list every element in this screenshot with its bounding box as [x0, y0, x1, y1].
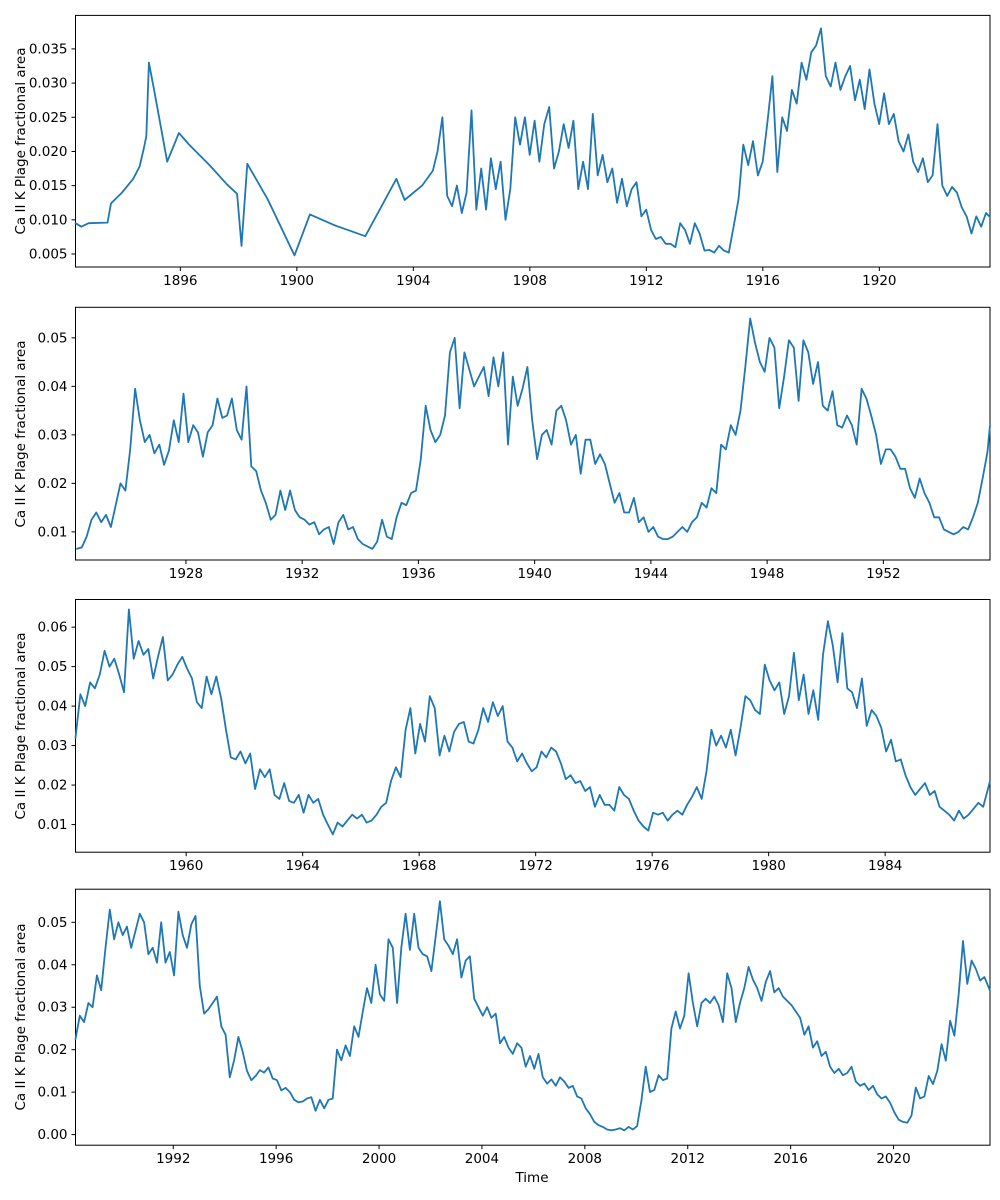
x-tick-label: 1944	[634, 566, 668, 582]
x-tick-label: 1976	[635, 858, 669, 874]
series-line-panel-1924-1955	[76, 317, 991, 550]
axes-spines-panel-1893-1923	[75, 14, 991, 268]
y-tick-label: 0.03	[37, 1000, 67, 1016]
y-tick-label: 0.04	[37, 957, 67, 973]
y-tick-label: 0.03	[37, 427, 67, 443]
series-line-panel-1956-1987	[74, 608, 991, 836]
y-tick-label: 0.02	[37, 1042, 67, 1058]
x-tick-label: 1996	[259, 1151, 293, 1167]
x-tick-label: 1964	[285, 858, 319, 874]
x-tick-label: 1900	[280, 273, 314, 289]
x-tick-label: 1984	[868, 858, 902, 874]
y-tick-label: 0.01	[37, 817, 67, 833]
x-tick-label: 2000	[362, 1151, 396, 1167]
y-tick-label: 0.03	[37, 738, 67, 754]
y-tick-label: 0.020	[29, 144, 68, 160]
y-tick-label: 0.05	[37, 659, 67, 675]
x-tick-label: 1936	[401, 566, 435, 582]
x-tick-label: 2016	[773, 1151, 807, 1167]
y-tick-label: 0.06	[37, 620, 67, 636]
y-axis-label-panel-1: Ca II K Plage fractional area	[13, 47, 29, 235]
x-tick-label: 1940	[517, 566, 551, 582]
y-tick-label: 0.05	[37, 330, 67, 346]
x-tick-label: 2012	[671, 1151, 705, 1167]
y-tick-label: 0.02	[37, 476, 67, 492]
y-tick-label: 0.015	[29, 178, 68, 194]
y-axis-label-panel-4: Ca II K Plage fractional area	[13, 923, 29, 1111]
x-tick-label: 1920	[862, 273, 896, 289]
x-axis-label: Time	[515, 1170, 549, 1186]
series-line-panel-1988-2023	[74, 900, 991, 1132]
y-tick-label: 0.01	[37, 1085, 67, 1101]
y-tick-label: 0.025	[29, 110, 68, 126]
x-tick-label: 1896	[163, 273, 197, 289]
x-tick-label: 1968	[402, 858, 436, 874]
x-tick-label: 1916	[746, 273, 780, 289]
y-tick-label: 0.005	[29, 247, 68, 263]
x-tick-label: 1992	[156, 1151, 190, 1167]
x-tick-label: 2008	[568, 1151, 602, 1167]
x-tick-label: 1948	[750, 566, 784, 582]
y-tick-label: 0.01	[37, 524, 67, 540]
x-tick-label: 1904	[396, 273, 430, 289]
y-tick-label: 0.04	[37, 699, 67, 715]
x-tick-label: 1972	[518, 858, 552, 874]
x-tick-label: 1928	[169, 566, 203, 582]
y-axis-label-panel-2: Ca II K Plage fractional area	[13, 340, 29, 528]
series-line-panel-1893-1923	[74, 27, 991, 257]
axes-spines-panel-1988-2023	[75, 888, 991, 1146]
y-axis-label-panel-3: Ca II K Plage fractional area	[13, 632, 29, 820]
x-tick-label: 1932	[285, 566, 319, 582]
y-tick-label: 0.035	[29, 41, 68, 57]
axes-spines-panel-1956-1987	[75, 599, 991, 853]
y-tick-label: 0.010	[29, 212, 68, 228]
y-tick-label: 0.04	[37, 379, 67, 395]
x-tick-label: 1908	[513, 273, 547, 289]
x-tick-label: 1980	[751, 858, 785, 874]
y-tick-label: 0.030	[29, 76, 68, 92]
y-tick-label: 0.02	[37, 778, 67, 794]
axes-spines-panel-1924-1955	[75, 306, 991, 561]
x-tick-label: 1912	[629, 273, 663, 289]
x-tick-label: 1952	[866, 566, 900, 582]
x-tick-label: 2004	[465, 1151, 499, 1167]
x-tick-label: 1960	[169, 858, 203, 874]
x-tick-label: 2020	[876, 1151, 910, 1167]
y-tick-label: 0.00	[37, 1127, 67, 1143]
y-tick-label: 0.05	[37, 915, 67, 931]
